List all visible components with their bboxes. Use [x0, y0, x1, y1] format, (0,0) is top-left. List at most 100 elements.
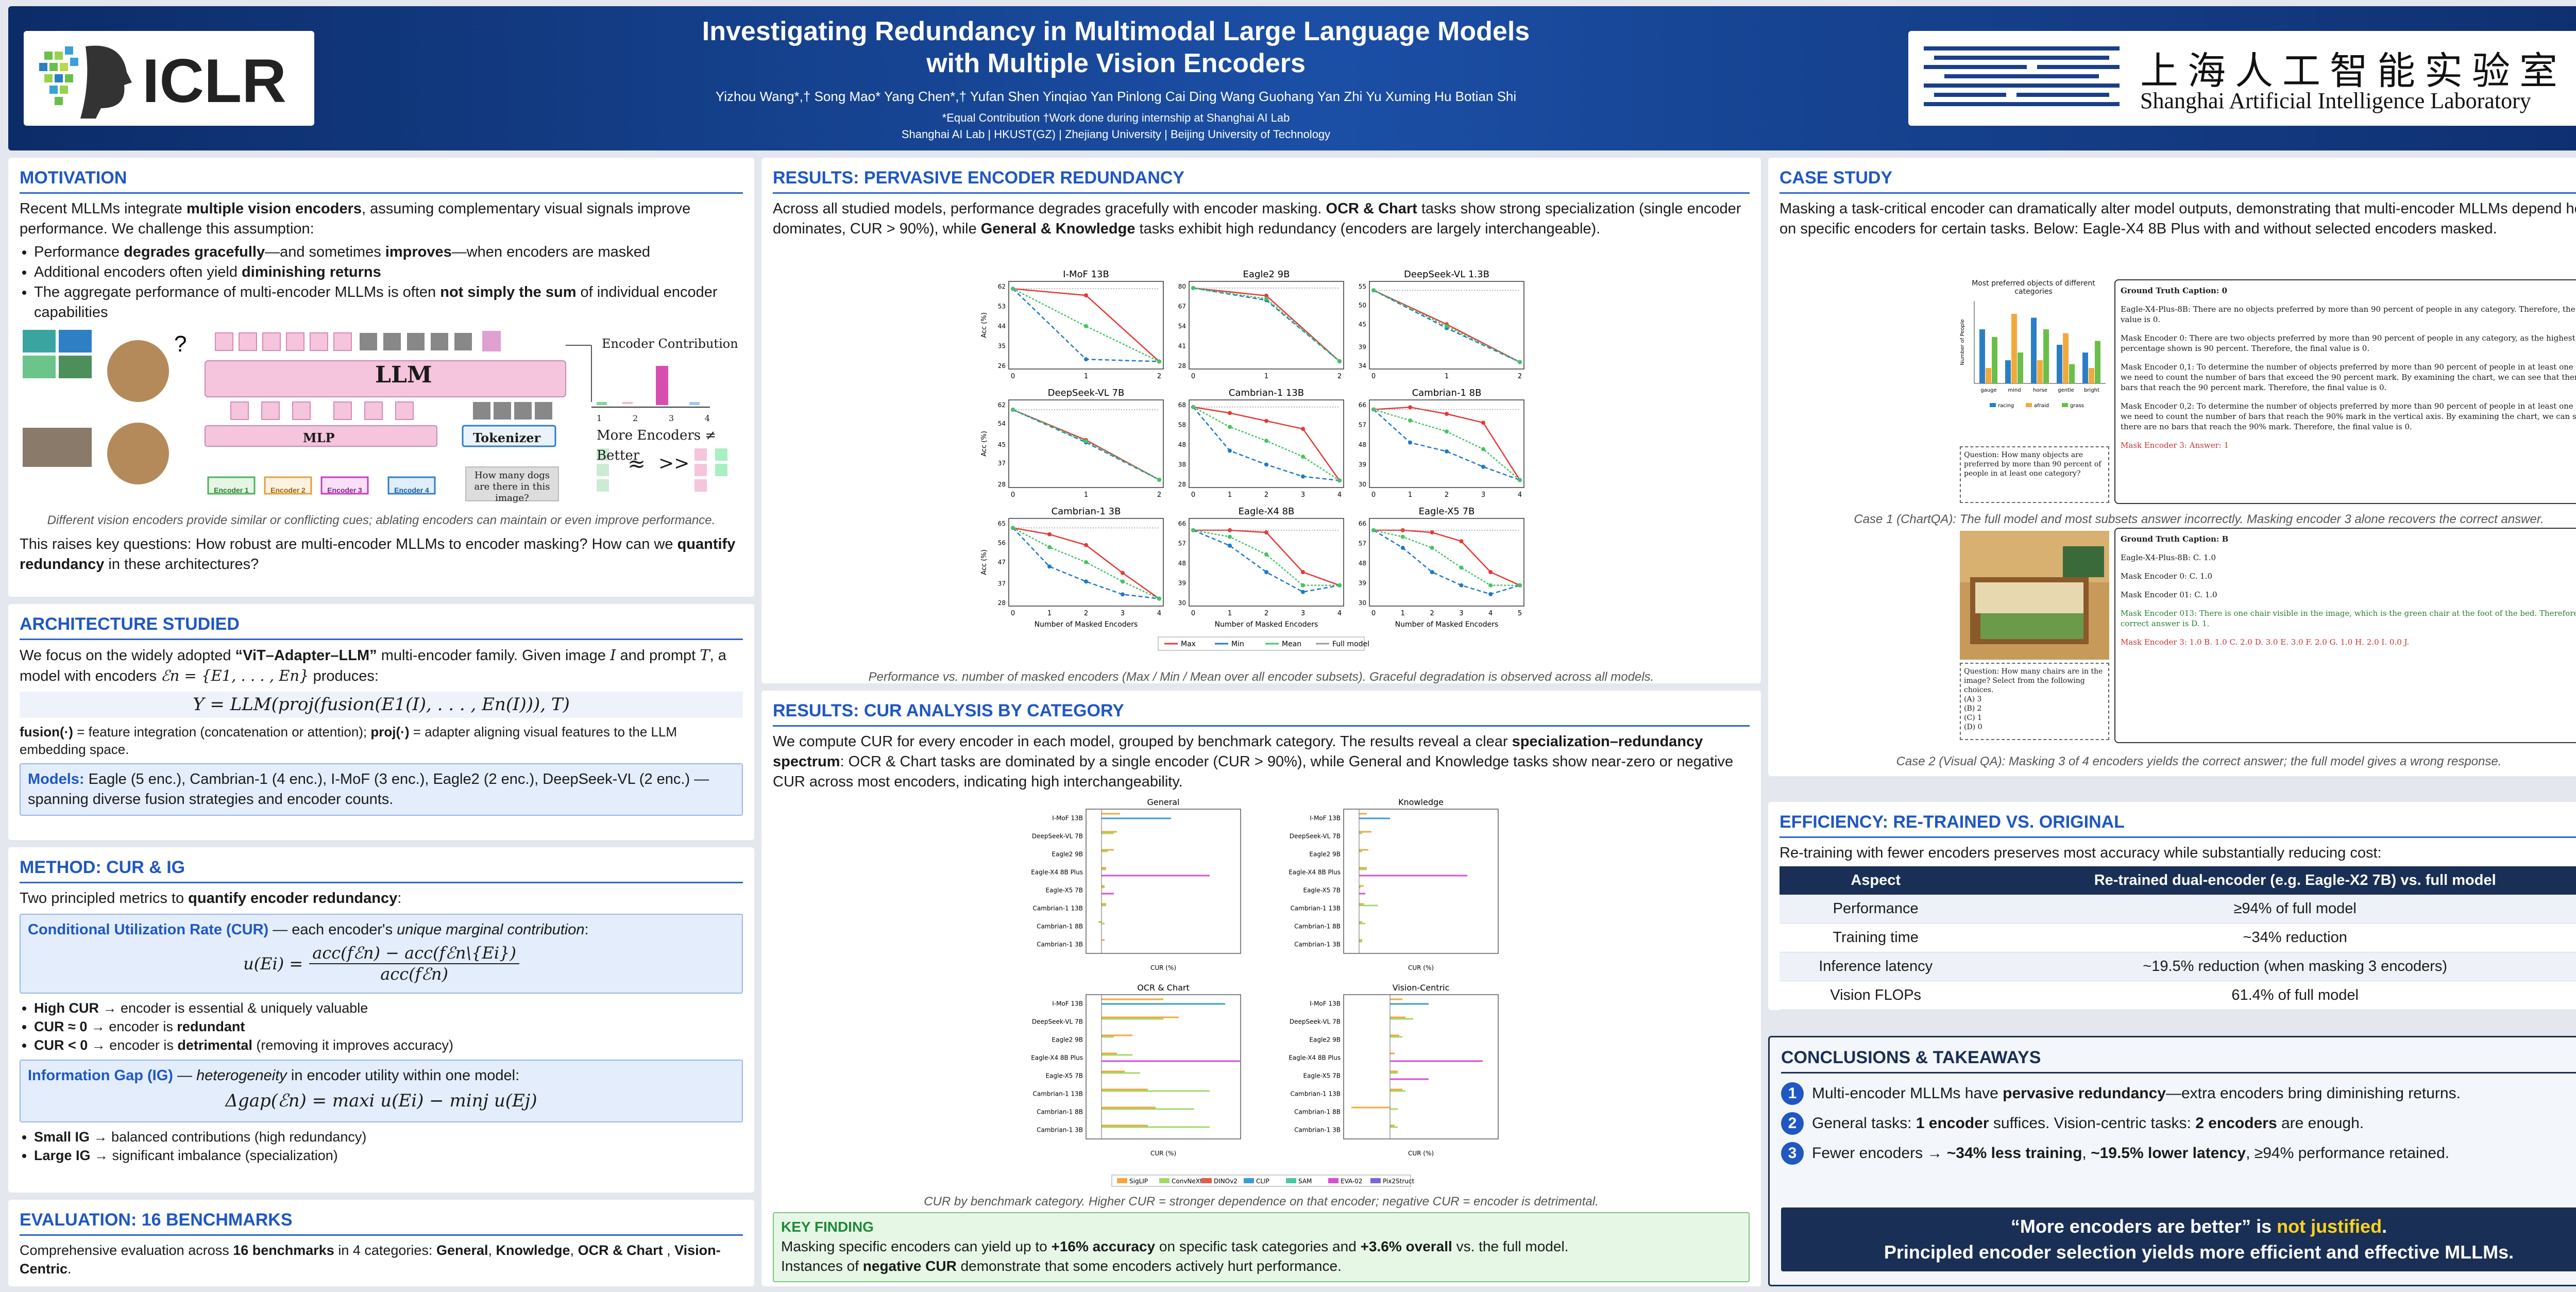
data-point [1084, 293, 1088, 298]
data-point [1459, 583, 1464, 588]
cur-bar [1390, 1070, 1398, 1072]
category-label: I-MoF 13B [1310, 1000, 1341, 1008]
data-point [1301, 583, 1305, 588]
case1-bar [2089, 368, 2094, 383]
shanghai-ai-lab-logo: 上海人工智能实验室 Shanghai Artificial Intelligen… [1908, 31, 2576, 126]
motivation-panel: MOTIVATION Recent MLLMs integrate multip… [8, 158, 754, 597]
cur-bar [1390, 1036, 1402, 1038]
iclr-wordmark: ICLR [142, 46, 286, 115]
section-title: MOTIVATION [20, 168, 743, 194]
legend-label: Min [1231, 640, 1244, 648]
cur-bar [1101, 1088, 1148, 1090]
series-line-mean [1373, 290, 1520, 363]
tokenizer-block-label: Tokenizer [473, 430, 541, 445]
data-point [1408, 418, 1412, 423]
case1-bar [2069, 364, 2075, 383]
efficiency-text: Re-training with fewer encoders preserve… [1780, 845, 2382, 861]
category-label: DeepSeek-VL 7B [1290, 833, 1341, 840]
line-chart-3: DeepSeek-VL 1.3B 0 1 2 34 39 45 50 55 [1359, 269, 1524, 380]
category-label: Cambrian-1 13B [1290, 905, 1341, 912]
cur-bar [1101, 813, 1120, 815]
poster-title: Investigating Redundancy in Multimodal L… [369, 15, 1863, 79]
x-tick-label: 2 [1264, 491, 1268, 499]
y-tick-label: 57 [1178, 540, 1186, 547]
y-tick-label: 35 [998, 343, 1006, 350]
x-axis-label: CUR (%) [1150, 1150, 1176, 1157]
y-axis-label: Acc (%) [980, 549, 988, 575]
cur-bar [1101, 1003, 1225, 1005]
legend-label: ConvNeXt [1172, 1178, 1202, 1185]
cur-bar [1101, 904, 1106, 907]
data-point [1084, 439, 1088, 444]
x-tick-label: 2 [1264, 610, 1268, 617]
legend-label: CLIP [1256, 1178, 1269, 1185]
y-tick-label: 44 [998, 323, 1006, 330]
x-tick-label: 0 [1191, 373, 1195, 380]
legend-label: afraid [2034, 403, 2049, 409]
case2-question: Question: How many chairs are in the ima… [1960, 663, 2109, 740]
legend-swatch [1286, 1178, 1296, 1183]
chart-title: Eagle-X5 7B [1419, 506, 1475, 517]
title-line-2: with Multiple Vision Encoders [926, 48, 1306, 78]
x-tick-label: 2 [1518, 373, 1522, 380]
x-axis-label: Number of Masked Encoders [1035, 620, 1138, 629]
series-line-min [1373, 529, 1520, 595]
y-tick-label: 56 [998, 539, 1006, 546]
iclr-logo: ICLR [24, 31, 314, 126]
ig-definition-box: Information Gap (IG) — heterogeneity in … [20, 1060, 743, 1122]
y-tick-label: 30 [1359, 481, 1366, 488]
chart-legend: Max Min Mean Full model [1158, 636, 1369, 651]
x-tick-label: 3 [1481, 491, 1485, 499]
plot-area [1369, 518, 1524, 607]
cur-bar [1359, 850, 1362, 852]
cur-bar [1101, 1125, 1148, 1127]
cur-bar [1359, 832, 1362, 834]
section-title: EVALUATION: 16 BENCHMARKS [20, 1210, 743, 1236]
legend-swatch [1328, 1178, 1338, 1183]
encoder-2-label: Encoder 2 [270, 486, 306, 494]
results-redundancy-text: Across all studied models, performance d… [773, 200, 1741, 237]
y-tick-label: 28 [998, 599, 1006, 607]
y-tick-label: 57 [1359, 540, 1366, 547]
case1-bar [2063, 333, 2069, 383]
y-tick-label: 38 [1178, 461, 1186, 468]
results-redundancy-panel: RESULTS: PERVASIVE ENCODER REDUNDANCY Ac… [761, 158, 1761, 683]
cur-bar [1359, 921, 1362, 923]
data-point [1445, 324, 1449, 328]
cur-bar [1101, 1108, 1194, 1110]
y-tick-label: 26 [998, 362, 1006, 370]
data-point [1084, 324, 1088, 328]
data-point [1264, 530, 1268, 535]
cur-bar [1390, 1072, 1398, 1074]
chart-title: DeepSeek-VL 7B [1048, 388, 1125, 398]
cur-bar [1101, 1054, 1132, 1056]
title-line-1: Investigating Redundancy in Multimodal L… [702, 16, 1530, 46]
list-item: CUR < 0 → encoder is detrimental (removi… [34, 1036, 743, 1054]
legend-swatch [2026, 403, 2032, 407]
architecture-panel: ARCHITECTURE STUDIED We focus on the wid… [8, 604, 754, 840]
category-label: Eagle-X5 7B [1045, 887, 1083, 894]
cur-bar [1351, 1106, 1390, 1109]
cur-bar [1101, 893, 1114, 895]
data-point [1337, 583, 1342, 588]
y-tick-label: 67 [1178, 303, 1186, 310]
section-title: CASE STUDY [1780, 168, 2576, 194]
category-label: Cambrian-1 13B [1032, 1090, 1083, 1098]
case1-mask-0-answer: Mask Encoder 0: There are two objects pr… [2121, 333, 2575, 353]
chart-title: Cambrian-1 13B [1229, 388, 1304, 398]
category-label: I-MoF 13B [1052, 815, 1083, 822]
data-point [1264, 293, 1268, 298]
category-label: bright [2084, 388, 2099, 393]
legend-label: EVA-02 [1341, 1178, 1363, 1185]
cur-bar [1390, 1078, 1429, 1080]
chart-title: Vision-Centric [1393, 983, 1450, 993]
x-tick-label: 3 [1301, 610, 1305, 617]
category-label: Eagle-X5 7B [1303, 887, 1341, 894]
architecture-definitions: fusion(·) = feature integration (concate… [20, 724, 677, 757]
line-chart-8: Eagle-X4 8B 0 1 2 3 4 30 39 48 57 66 Number of Mask… [1178, 506, 1344, 629]
case1-mask-01-answer: Mask Encoder 0,1: To determine the numbe… [2121, 362, 2576, 392]
section-title: RESULTS: PERVASIVE ENCODER REDUNDANCY [773, 168, 1750, 194]
bedroom-photo [1960, 531, 2109, 660]
legend-swatch [1159, 1178, 1170, 1183]
